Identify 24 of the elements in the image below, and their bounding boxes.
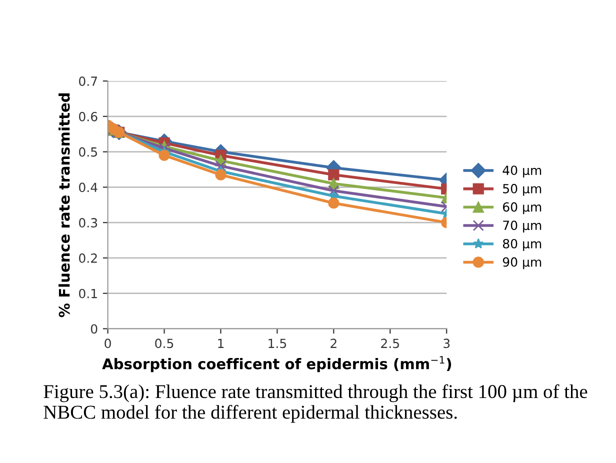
y-tick-label: 0.1: [79, 288, 97, 298]
x-tick-label: 0: [104, 338, 111, 348]
y-tick-label: 0.3: [79, 218, 98, 228]
x-tick-label: 2.5: [381, 338, 399, 348]
legend-label: 60 µm: [503, 202, 542, 214]
y-axis-title: % Fluence rate transmitted: [58, 93, 70, 318]
legend-label: 50 µm: [503, 184, 542, 196]
legend-label: 80 µm: [502, 238, 542, 251]
caption: Figure 5.3(a): Fluence rate transmitted through the first 100 µm of the NBCC model for the different epidermal thicknesses.: [44, 384, 588, 423]
y-tick-label: 0.2: [79, 253, 97, 263]
legend-label: 70 µm: [503, 220, 542, 232]
y-tick-label: 0.7: [79, 76, 98, 86]
x-axis-title: Absorption coefficent of epidermis (mm$^{−1}$): [102, 356, 452, 372]
y-tick-label: 0.6: [79, 112, 98, 122]
legend-label: 90 µm: [502, 257, 542, 270]
y-tick-label: 0.5: [79, 147, 97, 157]
y-tick-label: 0.4: [79, 182, 98, 192]
x-tick-label: 0.5: [155, 338, 174, 348]
x-tick-label: 3: [444, 338, 450, 348]
x-tick-label: 2: [330, 338, 336, 348]
y-tick-label: 0: [90, 324, 98, 334]
legend-label: 40 µm: [502, 166, 542, 178]
x-tick-label: 1: [218, 338, 224, 348]
x-tick-label: 1.5: [268, 338, 286, 348]
